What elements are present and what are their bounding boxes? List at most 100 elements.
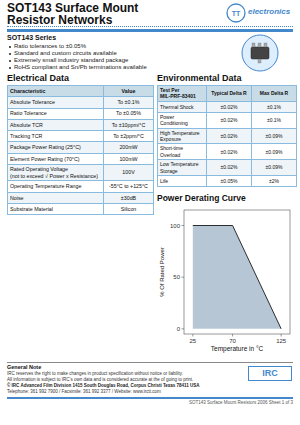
- table-row: Operating Temperature Range-55°C to +125…: [8, 181, 154, 192]
- table-cell: Element Power Rating (70°C): [8, 153, 104, 164]
- table-row: Element Power Rating (70°C)100mW: [8, 153, 154, 164]
- header-cell: Value: [104, 86, 154, 97]
- x-tick-label: 70: [229, 338, 236, 344]
- table-title: Electrical Data: [7, 73, 69, 83]
- table-row: Power Conditioning±0.02%±0.1%: [158, 112, 297, 128]
- table-cell: ±0.05%: [207, 176, 252, 187]
- chip-lead: [258, 59, 261, 63]
- table-cell: Operating Temperature Range: [8, 181, 104, 192]
- x-tick-label: 125: [276, 338, 287, 344]
- table-cell: ±0.02%: [207, 160, 252, 176]
- table-cell: 100V: [104, 165, 154, 181]
- bullet: Extremely small industry standard packag…: [14, 57, 128, 64]
- blue-bar: [7, 29, 293, 32]
- footer-right: SOT143 Surface Mount Resistors 2006 Shee…: [189, 400, 293, 405]
- bullet-dot: [9, 67, 11, 69]
- bullet-dot: [9, 60, 11, 62]
- logo-text: TT: [232, 10, 241, 17]
- table-cell: High Temperature Exposure: [158, 128, 207, 144]
- table-row: Package Power Rating (25°C)200mW: [8, 142, 154, 153]
- chip-body: [251, 47, 269, 59]
- bullet: Standard and custom circuits available: [14, 50, 117, 57]
- note-line: Telephone: 361 992 7900 / Facsimile: 361…: [7, 389, 161, 394]
- table-cell: Low Temperature Storage: [158, 160, 207, 176]
- chart-title: Power Derating Curve: [157, 193, 246, 203]
- chip-lead: [264, 43, 267, 47]
- x-tick: [232, 334, 233, 337]
- table-cell: Package Power Rating (25°C): [8, 142, 104, 153]
- logo-word: electronics: [248, 7, 290, 16]
- data-table: Test Per MIL-PRF-83401Typical Delta RMax…: [157, 85, 297, 187]
- table-row: Thermal Shock±0.02%±0.1%: [158, 101, 297, 112]
- table-row: Absolute ToleranceTo ±0.1%: [8, 97, 154, 108]
- y-tick-label: 50: [173, 274, 180, 280]
- table-cell: ±2%: [252, 176, 297, 187]
- title-line: Resistor Networks: [7, 14, 112, 26]
- table-cell: 200mW: [104, 142, 154, 153]
- footer-logo: IRC: [248, 366, 292, 381]
- table-cell: ±0.02%: [207, 101, 252, 112]
- table-cell: Power Conditioning: [158, 112, 207, 128]
- y-tick-label: 100: [170, 223, 181, 229]
- dotted-rule: [7, 26, 293, 27]
- bullet: Ratio tolerances to ±0.05%: [14, 43, 86, 50]
- table-cell: To ±10ppm/°C: [104, 119, 154, 130]
- table-body: Test Per MIL-PRF-83401Typical Delta RMax…: [158, 86, 297, 187]
- table-cell: ±0.09%: [252, 144, 297, 160]
- title-line: SOT143 Surface Mount: [7, 2, 138, 14]
- header-cell: Max Delta R: [252, 86, 297, 102]
- table-row: Absolute TCRTo ±10ppm/°C: [8, 119, 154, 130]
- table-cell: Noise: [8, 192, 104, 203]
- bullet: RoHS compliant and Sn/Pb terminations av…: [14, 64, 147, 71]
- table-cell: ±30dB: [104, 192, 154, 203]
- table-cell: Short-time Overload: [158, 144, 207, 160]
- page: SOT143 Surface MountResistor Networks TT e…: [0, 0, 300, 425]
- header-cell: Typical Delta R: [207, 86, 252, 102]
- x-tick-label: 25: [189, 338, 196, 344]
- chip-lead: [252, 43, 255, 47]
- table-row: Rated Operating Voltage (not to exceed √…: [8, 165, 154, 181]
- bullet-dot: [9, 46, 11, 48]
- table-cell: Absolute Tolerance: [8, 97, 104, 108]
- header-cell: Test Per MIL-PRF-83401: [158, 86, 207, 102]
- note-line: All information is subject to IRC's own …: [7, 377, 193, 382]
- chart: 2570125050100Temperature in °C% Of Rated…: [157, 205, 296, 354]
- note-title: General Note: [7, 364, 41, 370]
- table-header: CharacteristicValue: [8, 86, 154, 97]
- data-table: CharacteristicValueAbsolute ToleranceTo …: [7, 85, 154, 215]
- table-cell: ±0.1%: [252, 112, 297, 128]
- x-axis-label: Temperature in °C: [211, 345, 264, 353]
- table-cell: ±0.09%: [252, 160, 297, 176]
- y-tick: [182, 277, 185, 278]
- table-cell: To ±0.05%: [104, 108, 154, 119]
- y-tick: [182, 225, 185, 226]
- table-row: High Temperature Exposure±0.02%±0.09%: [158, 128, 297, 144]
- table-cell: ±0.1%: [252, 101, 297, 112]
- table-row: Tracking TCRTo ±2ppm/°C: [8, 131, 154, 142]
- note-line: © IRC Advanced Film Division 1415 South …: [7, 383, 200, 388]
- table-cell: Life: [158, 176, 207, 187]
- chip-lead: [258, 43, 261, 47]
- table-cell: ±0.09%: [252, 128, 297, 144]
- note-line: IRC reserves the right to make changes i…: [7, 371, 183, 376]
- area: [193, 226, 281, 329]
- x-tick: [281, 334, 282, 337]
- footer-top-bar: [7, 362, 293, 363]
- table-row: Ratio ToleranceTo ±0.05%: [8, 108, 154, 119]
- table-cell: Tracking TCR: [8, 131, 104, 142]
- table-cell: Rated Operating Voltage (not to exceed √…: [8, 165, 104, 181]
- table-cell: Thermal Shock: [158, 101, 207, 112]
- table-cell: ±0.02%: [207, 144, 252, 160]
- bullet-dot: [9, 53, 11, 55]
- plot-background: [184, 210, 290, 334]
- footer-blue-bar: [7, 397, 293, 399]
- line: [193, 226, 281, 329]
- table-cell: Silicon: [104, 204, 154, 215]
- table-cell: To ±0.1%: [104, 97, 154, 108]
- logo: TT: [226, 3, 246, 23]
- y-tick-label: 0: [177, 326, 181, 332]
- table-row: Substrate MaterialSilicon: [8, 204, 154, 215]
- table-row: Low Temperature Storage±0.02%±0.09%: [158, 160, 297, 176]
- x-tick: [192, 334, 193, 337]
- table-cell: Absolute TCR: [8, 119, 104, 130]
